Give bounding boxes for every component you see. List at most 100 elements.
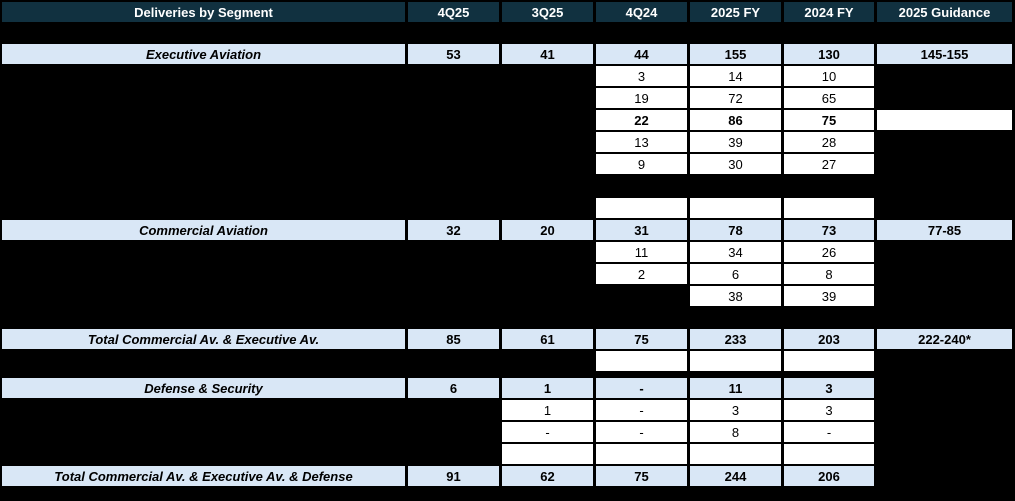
row-empty-1	[0, 198, 1015, 220]
redacted-cell	[877, 400, 1015, 422]
value-cell: 11	[690, 378, 784, 400]
redacted-cell	[502, 198, 596, 220]
value-cell: 206	[784, 466, 877, 488]
header-4q24: 4Q24	[596, 2, 690, 24]
row-empty-3	[0, 444, 1015, 466]
empty-cell	[690, 351, 784, 373]
redacted-cell	[877, 264, 1015, 286]
value-cell: 86	[690, 110, 784, 132]
redacted-cell	[877, 422, 1015, 444]
empty-cell	[784, 444, 877, 466]
redacted-cell	[877, 466, 1015, 488]
row-empty-2	[0, 351, 1015, 373]
redacted-cell	[0, 132, 408, 154]
value-cell: 3	[784, 378, 877, 400]
value-cell: 41	[502, 44, 596, 66]
row-commercial-sub-3: 38 39	[0, 286, 1015, 308]
redacted-cell	[408, 422, 502, 444]
header-3q25: 3Q25	[502, 2, 596, 24]
redacted-cell	[502, 264, 596, 286]
empty-cell	[596, 198, 690, 220]
redacted-cell	[877, 351, 1015, 373]
redacted-cell	[502, 242, 596, 264]
row-defense-sub-2: - - 8 -	[0, 422, 1015, 444]
value-cell: 6	[408, 378, 502, 400]
redacted-cell	[502, 286, 596, 308]
table-header-row: Deliveries by Segment 4Q25 3Q25 4Q24 202…	[0, 2, 1015, 24]
value-cell: 28	[784, 132, 877, 154]
value-cell: 39	[784, 286, 877, 308]
redacted-cell	[877, 444, 1015, 466]
redacted-cell	[0, 110, 408, 132]
value-cell: 10	[784, 66, 877, 88]
value-cell: 8	[690, 422, 784, 444]
row-total-commercial-executive: Total Commercial Av. & Executive Av. 85 …	[0, 329, 1015, 351]
value-cell: 244	[690, 466, 784, 488]
value-cell: 6	[690, 264, 784, 286]
empty-cell	[596, 444, 690, 466]
redacted-cell	[877, 242, 1015, 264]
empty-guidance-cell	[877, 110, 1015, 132]
value-cell: 75	[596, 466, 690, 488]
redacted-cell	[502, 66, 596, 88]
redacted-cell	[408, 66, 502, 88]
row-commercial-sub-2: 2 6 8	[0, 264, 1015, 286]
value-cell: 233	[690, 329, 784, 351]
redacted-cell	[877, 198, 1015, 220]
redacted-cell	[877, 286, 1015, 308]
redacted-cell	[502, 351, 596, 373]
redacted-cell	[408, 264, 502, 286]
value-cell: -	[784, 422, 877, 444]
redacted-cell	[0, 351, 408, 373]
row-executive-sub-3: 22 86 75	[0, 110, 1015, 132]
value-cell: 30	[690, 154, 784, 176]
redacted-cell	[408, 444, 502, 466]
value-cell: 9	[596, 154, 690, 176]
value-cell: 130	[784, 44, 877, 66]
value-cell: 1	[502, 400, 596, 422]
black-spacer	[0, 176, 1015, 198]
guidance-cell: 77-85	[877, 220, 1015, 242]
redacted-cell	[596, 286, 690, 308]
value-cell: 34	[690, 242, 784, 264]
header-2025-guidance: 2025 Guidance	[877, 2, 1015, 24]
redacted-cell	[408, 110, 502, 132]
redacted-cell	[0, 422, 408, 444]
redacted-cell	[502, 154, 596, 176]
value-cell: 3	[596, 66, 690, 88]
value-cell: 73	[784, 220, 877, 242]
empty-cell	[596, 351, 690, 373]
guidance-cell: 145-155	[877, 44, 1015, 66]
value-cell: 44	[596, 44, 690, 66]
header-deliveries-by-segment: Deliveries by Segment	[0, 2, 408, 24]
row-commercial-sub-1: 11 34 26	[0, 242, 1015, 264]
row-total-all: Total Commercial Av. & Executive Av. & D…	[0, 466, 1015, 488]
value-cell: 38	[690, 286, 784, 308]
value-cell: 75	[784, 110, 877, 132]
value-cell: 78	[690, 220, 784, 242]
black-spacer	[0, 308, 1015, 329]
value-cell: 13	[596, 132, 690, 154]
redacted-cell	[0, 242, 408, 264]
redacted-cell	[0, 198, 408, 220]
row-executive-sub-2: 19 72 65	[0, 88, 1015, 110]
redacted-cell	[877, 88, 1015, 110]
value-cell: 72	[690, 88, 784, 110]
redacted-cell	[877, 132, 1015, 154]
value-cell: 75	[596, 329, 690, 351]
value-cell: 62	[502, 466, 596, 488]
value-cell: 11	[596, 242, 690, 264]
redacted-cell	[877, 378, 1015, 400]
value-cell: 8	[784, 264, 877, 286]
value-cell: 3	[784, 400, 877, 422]
value-cell: 32	[408, 220, 502, 242]
row-defense-sub-1: 1 - 3 3	[0, 400, 1015, 422]
empty-cell	[502, 444, 596, 466]
value-cell: 1	[502, 378, 596, 400]
redacted-cell	[408, 88, 502, 110]
redacted-cell	[408, 351, 502, 373]
header-2024-fy: 2024 FY	[784, 2, 877, 24]
row-executive-sub-5: 9 30 27	[0, 154, 1015, 176]
empty-cell	[784, 198, 877, 220]
